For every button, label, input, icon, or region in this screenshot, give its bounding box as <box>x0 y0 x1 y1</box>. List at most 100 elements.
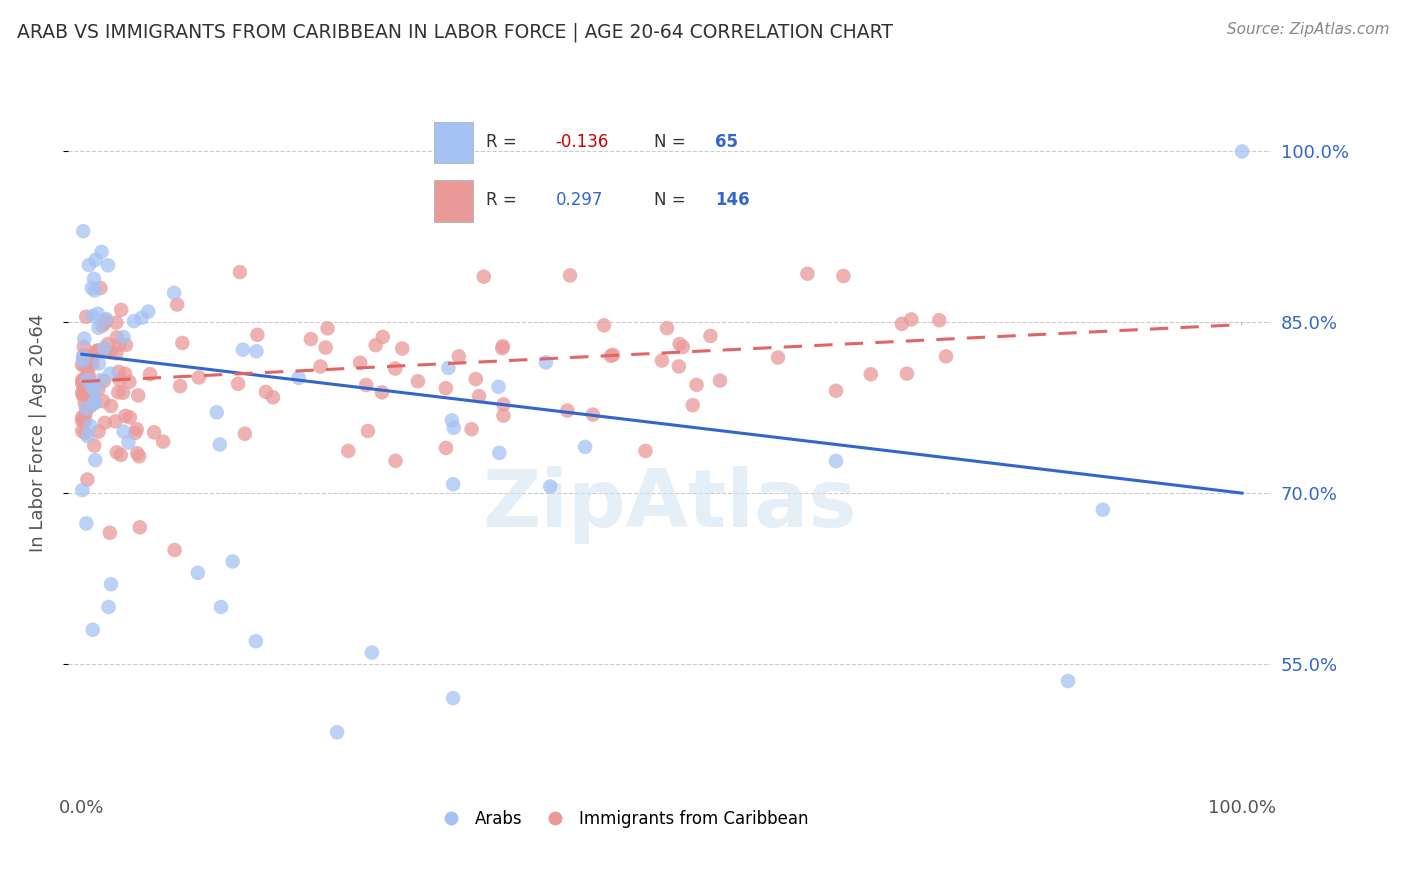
Point <box>384 361 406 376</box>
Text: ARAB VS IMMIGRANTS FROM CARIBBEAN IN LABOR FORCE | AGE 20-64 CORRELATION CHART: ARAB VS IMMIGRANTS FROM CARIBBEAN IN LAB… <box>17 22 893 42</box>
Text: Source: ZipAtlas.com: Source: ZipAtlas.com <box>1226 22 1389 37</box>
Point <box>82 380 104 394</box>
Point <box>434 441 457 455</box>
Point <box>105 445 128 459</box>
Point <box>72 349 94 363</box>
Point <box>299 332 322 346</box>
Point <box>72 483 94 497</box>
Point <box>79 373 101 387</box>
Point <box>602 348 624 362</box>
Point <box>73 384 96 399</box>
Point <box>91 318 114 333</box>
Point <box>163 285 186 300</box>
Point <box>709 374 731 388</box>
Point <box>935 350 957 364</box>
Point <box>1091 502 1114 516</box>
Point <box>229 265 252 279</box>
Point <box>83 272 105 286</box>
Point <box>437 360 460 375</box>
Point <box>896 367 918 381</box>
Point <box>83 439 105 453</box>
Point <box>699 329 721 343</box>
Point <box>105 316 128 330</box>
Point <box>221 554 243 568</box>
Point <box>76 429 98 443</box>
Point <box>75 350 97 364</box>
Point <box>492 339 515 353</box>
Point <box>1057 673 1080 688</box>
Point <box>87 343 110 358</box>
Point <box>87 307 110 321</box>
Point <box>128 520 150 534</box>
Point <box>76 380 98 394</box>
Point <box>70 424 93 438</box>
Point <box>79 375 101 389</box>
Point <box>488 446 510 460</box>
Point <box>492 397 515 411</box>
Point <box>77 374 100 388</box>
Point <box>349 356 371 370</box>
Point <box>337 444 360 458</box>
Point <box>73 332 96 346</box>
Point <box>84 252 107 267</box>
Point <box>94 316 117 330</box>
Point <box>555 403 578 417</box>
Point <box>582 408 605 422</box>
Point <box>600 349 623 363</box>
Point <box>315 341 337 355</box>
Point <box>468 389 491 403</box>
Point <box>538 479 561 493</box>
Point <box>441 477 464 491</box>
Point <box>73 359 96 373</box>
Point <box>593 318 616 333</box>
Point <box>82 309 104 323</box>
Point <box>233 426 256 441</box>
Point <box>115 338 138 352</box>
Point <box>226 376 249 391</box>
Point <box>655 321 678 335</box>
Point <box>97 599 120 614</box>
Point <box>76 473 98 487</box>
Point <box>682 398 704 412</box>
Point <box>75 408 97 422</box>
Point <box>112 425 135 439</box>
Point <box>83 396 105 410</box>
Point <box>77 399 100 413</box>
Point <box>672 340 695 354</box>
Point <box>928 313 950 327</box>
Point <box>94 416 117 430</box>
Point <box>139 367 162 381</box>
Point <box>172 335 194 350</box>
Point <box>86 344 108 359</box>
Point <box>97 258 120 272</box>
Point <box>108 337 131 351</box>
Point <box>73 396 96 410</box>
Point <box>152 434 174 449</box>
Point <box>75 402 97 417</box>
Point <box>143 425 166 440</box>
Point <box>364 338 387 352</box>
Point <box>73 340 96 354</box>
Legend: Arabs, Immigrants from Caribbean: Arabs, Immigrants from Caribbean <box>427 803 815 834</box>
Point <box>326 725 349 739</box>
Point <box>464 372 486 386</box>
Point <box>492 409 515 423</box>
Point <box>384 454 406 468</box>
Point <box>890 317 912 331</box>
Point <box>440 413 463 427</box>
Point <box>232 343 254 357</box>
Point <box>127 388 149 402</box>
Point <box>75 370 97 384</box>
Point <box>82 623 104 637</box>
Point <box>117 435 139 450</box>
Point <box>127 446 149 460</box>
Point <box>72 224 94 238</box>
Point <box>84 395 107 409</box>
Point <box>83 395 105 409</box>
Point <box>75 516 97 531</box>
Point <box>187 566 209 580</box>
Point <box>77 368 100 382</box>
Point <box>112 385 135 400</box>
Point <box>70 376 93 391</box>
Point <box>488 380 510 394</box>
